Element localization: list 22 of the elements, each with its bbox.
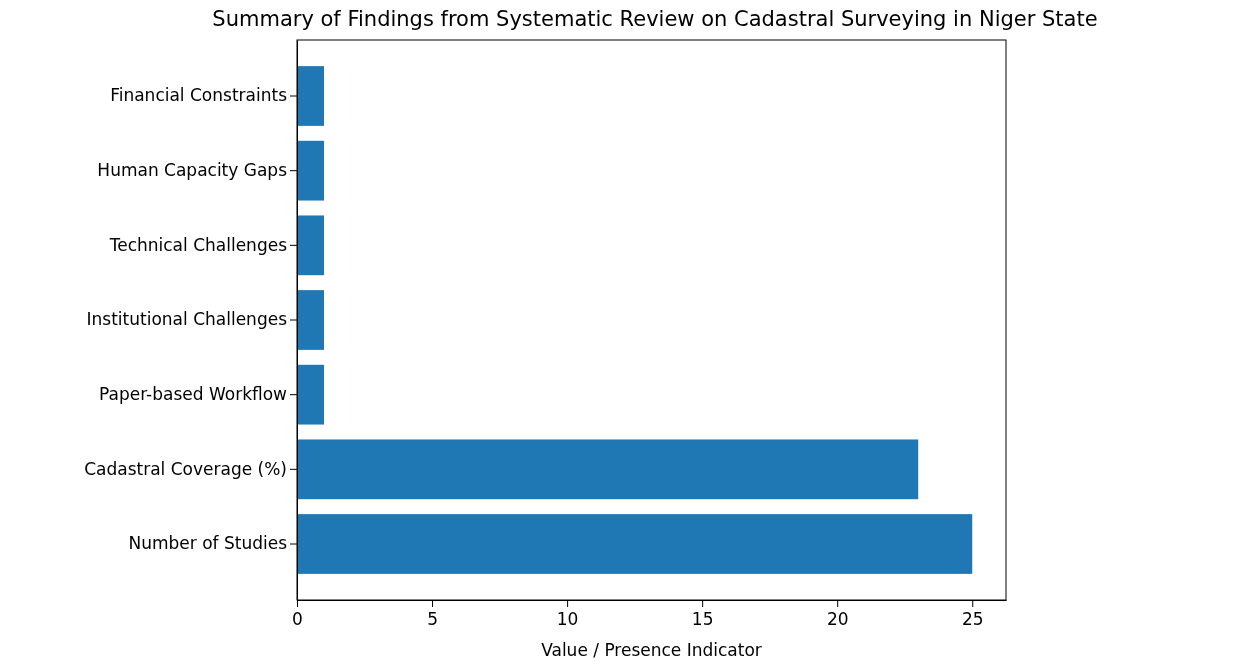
- chart-title: Summary of Findings from Systematic Review on Cadastral Surveying in Niger State: [212, 7, 1098, 31]
- bar: [297, 215, 325, 276]
- x-tick-label: 5: [427, 609, 438, 630]
- y-tick-label: Human Capacity Gaps: [97, 160, 288, 181]
- y-tick-label: Institutional Challenges: [86, 309, 288, 330]
- y-tick-label: Number of Studies: [128, 533, 288, 554]
- bar: [297, 66, 325, 126]
- bar: [297, 364, 325, 425]
- bar: [297, 439, 919, 500]
- y-tick-label: Paper-based Workflow: [99, 384, 288, 405]
- x-tick-label: 10: [556, 609, 579, 630]
- bar: [297, 140, 325, 201]
- bar: [297, 514, 973, 574]
- x-tick-label: 0: [292, 609, 303, 630]
- y-tick-label: Cadastral Coverage (%): [84, 458, 287, 479]
- bar: [297, 290, 325, 350]
- y-tick-label: Financial Constraints: [110, 85, 288, 106]
- x-tick-label: 25: [961, 609, 984, 630]
- x-axis-title: Value / Presence Indicator: [541, 640, 762, 660]
- y-tick-label: Technical Challenges: [108, 234, 288, 255]
- x-tick-label: 20: [826, 609, 849, 630]
- x-tick-label: 15: [691, 609, 714, 630]
